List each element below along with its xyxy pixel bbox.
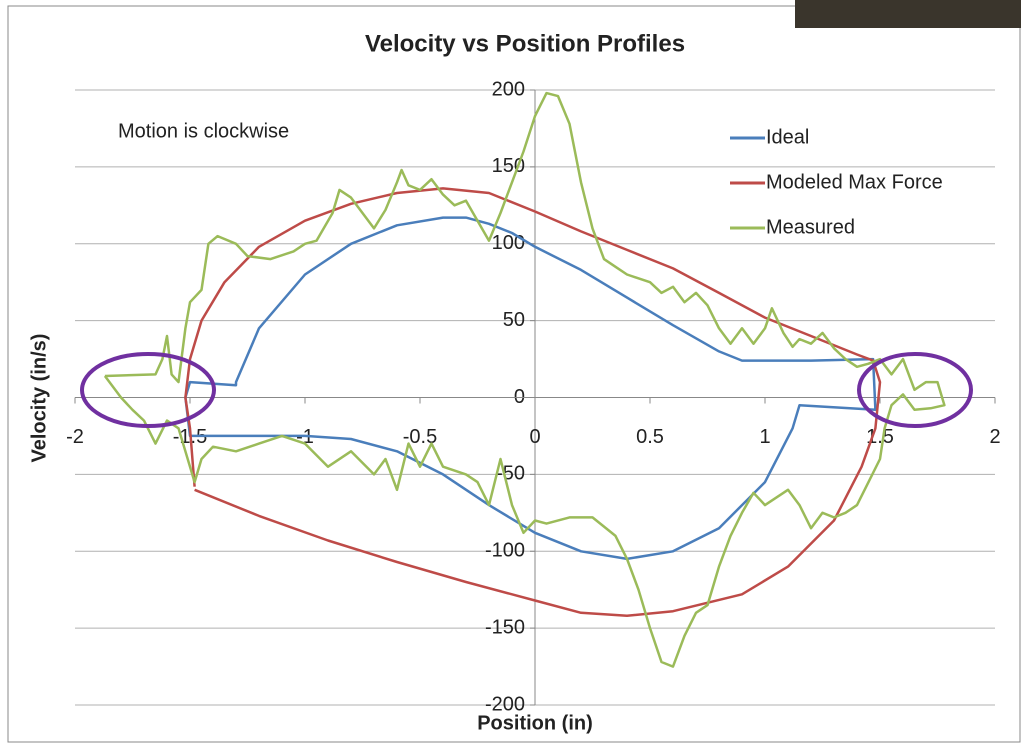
photo-corner xyxy=(795,0,1021,28)
y-tick-label: 200 xyxy=(492,78,525,100)
x-tick-label: 1 xyxy=(759,426,770,448)
page: Velocity vs Position Profiles Motion is … xyxy=(0,0,1021,748)
y-tick-label: 50 xyxy=(503,309,525,331)
y-tick-label: -100 xyxy=(485,540,525,562)
annotation: Motion is clockwise xyxy=(118,120,289,142)
y-tick-label: -200 xyxy=(485,693,525,715)
legend-label: Modeled Max Force xyxy=(766,171,943,193)
x-tick-label: 0.5 xyxy=(636,426,664,448)
legend-label: Ideal xyxy=(766,126,809,148)
legend-label: Measured xyxy=(766,216,855,238)
y-tick-label: -150 xyxy=(485,616,525,638)
y-tick-label: 0 xyxy=(514,386,525,408)
y-tick-label: -50 xyxy=(496,463,525,485)
chart-title: Velocity vs Position Profiles xyxy=(365,30,685,57)
y-axis-label: Velocity (in/s) xyxy=(28,334,50,463)
y-tick-label: 100 xyxy=(492,232,525,254)
x-tick-label: 2 xyxy=(989,426,1000,448)
x-axis-label: Position (in) xyxy=(477,712,593,734)
x-tick-label: -2 xyxy=(66,426,84,448)
chart: Velocity vs Position Profiles Motion is … xyxy=(0,0,1021,743)
x-tick-label: 0 xyxy=(529,426,540,448)
